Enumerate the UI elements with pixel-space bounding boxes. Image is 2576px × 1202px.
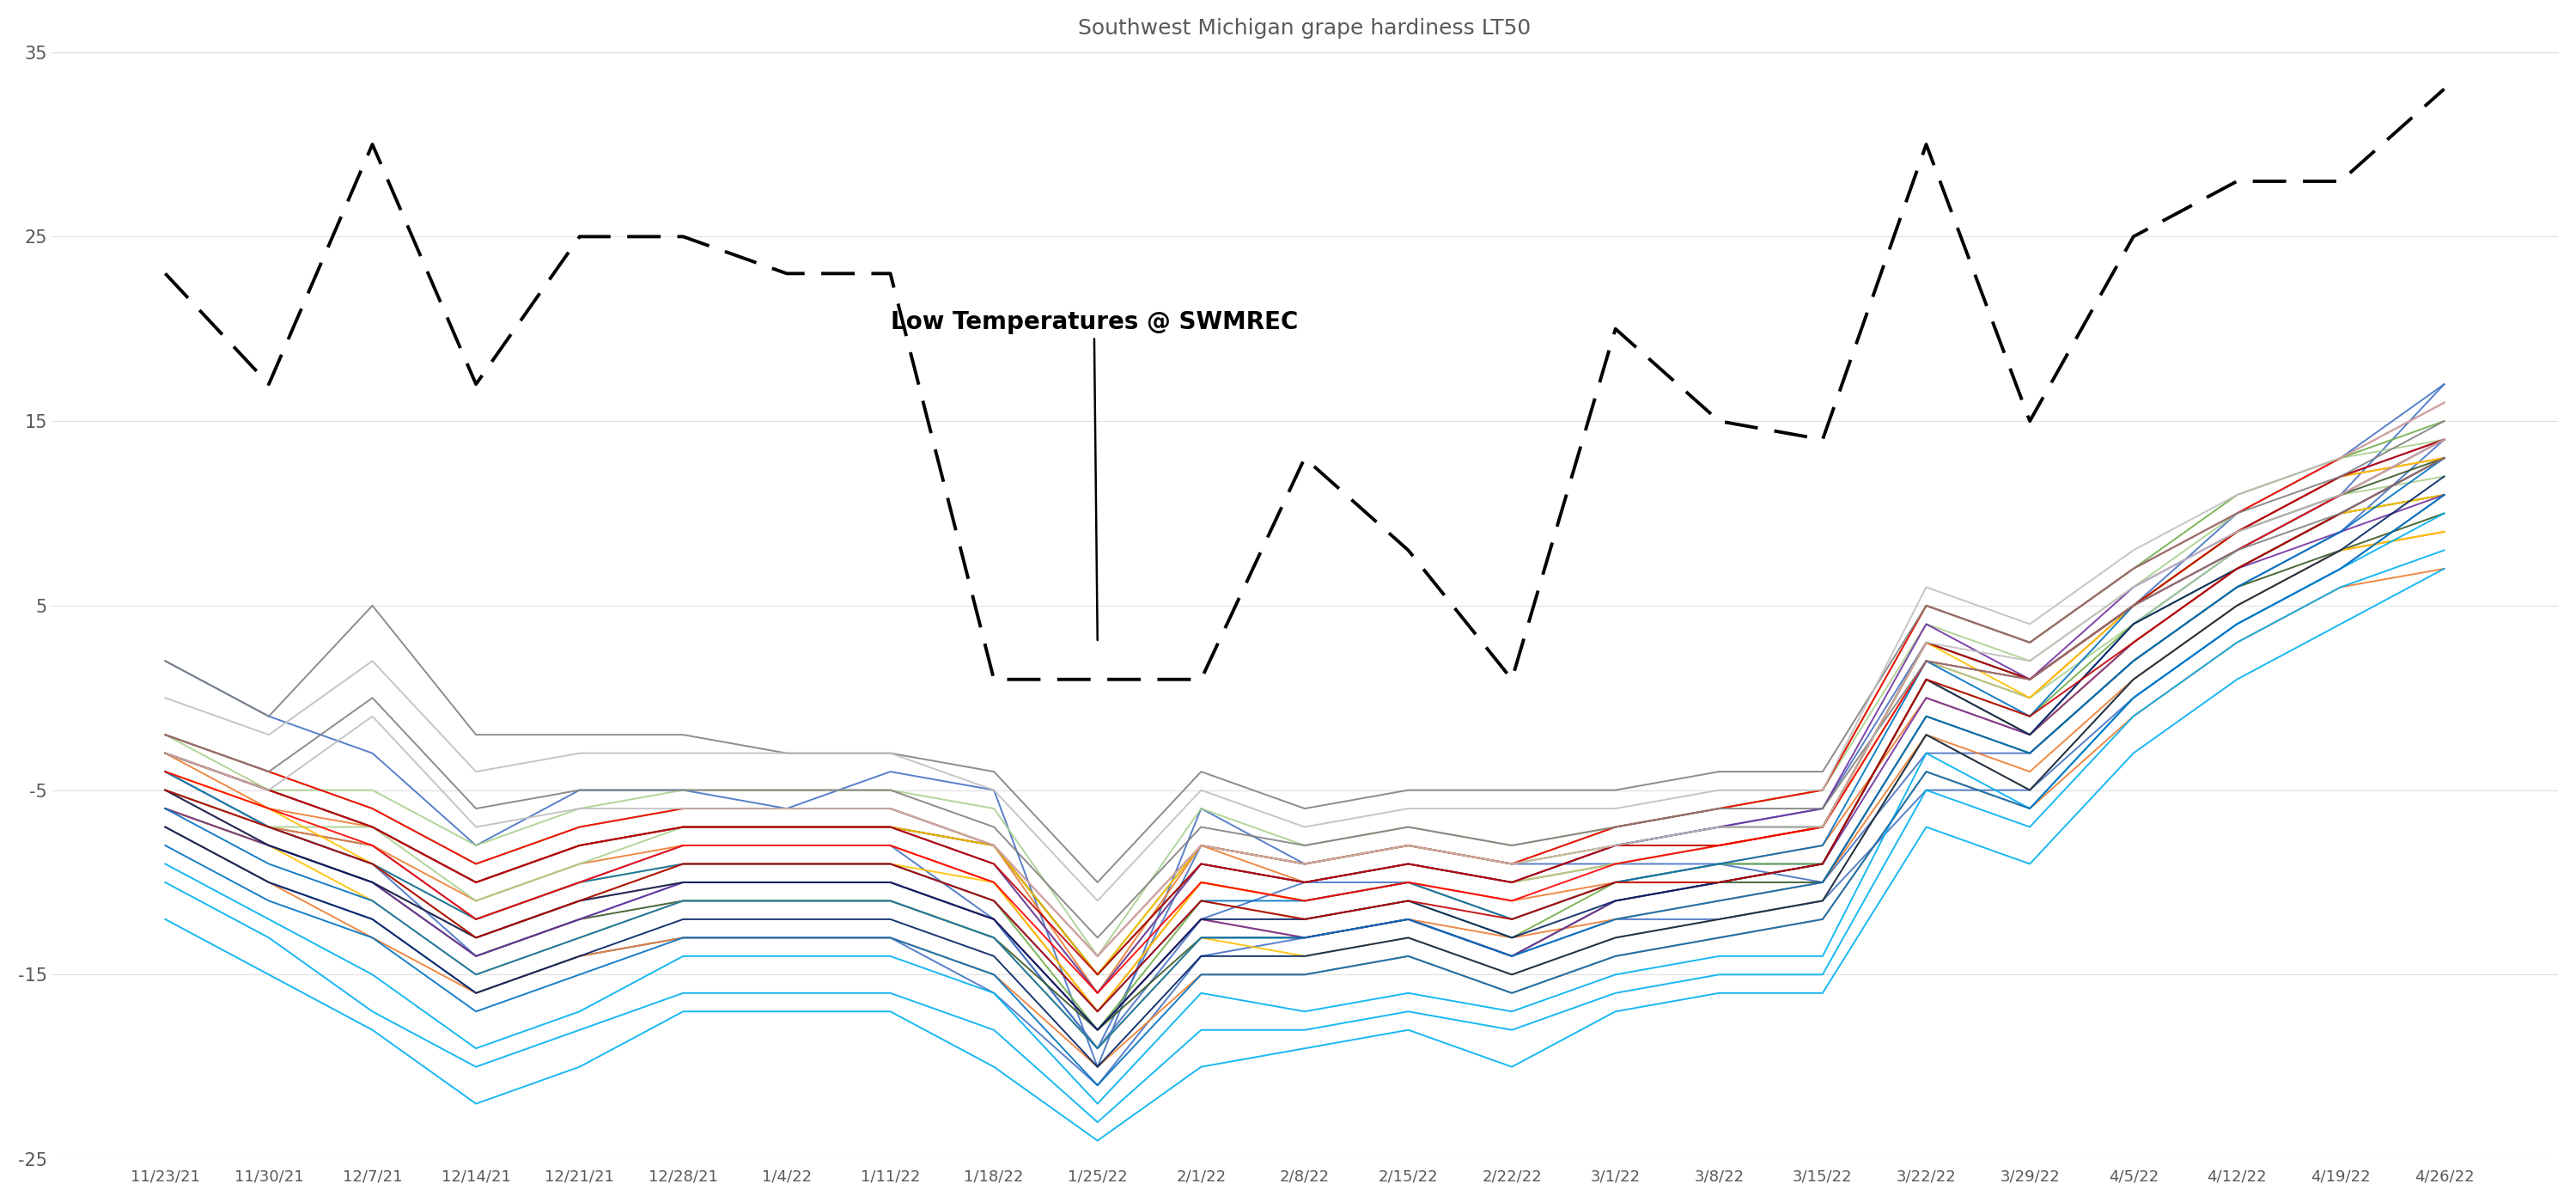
Title: Southwest Michigan grape hardiness LT50: Southwest Michigan grape hardiness LT50	[1079, 18, 1530, 38]
Text: Low Temperatures @ SWMREC: Low Temperatures @ SWMREC	[891, 310, 1298, 641]
